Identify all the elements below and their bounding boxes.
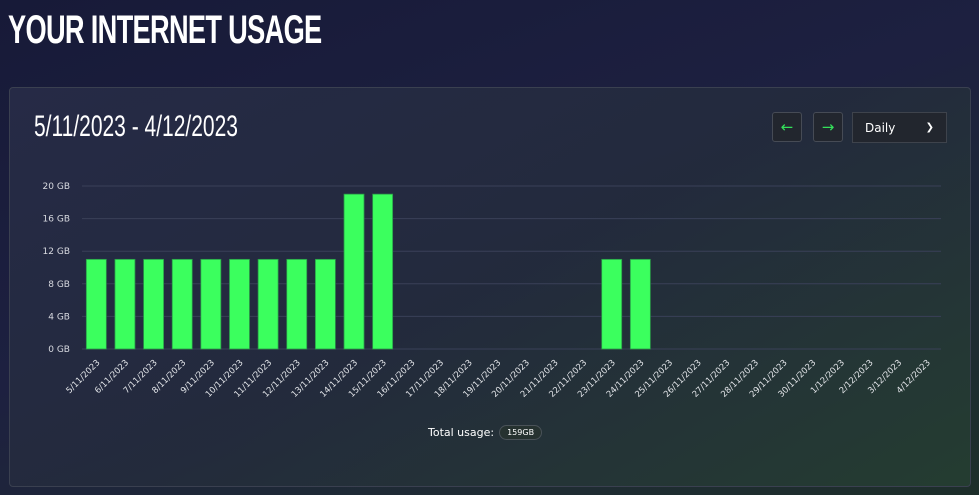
y-tick-label: 4 GB bbox=[48, 312, 70, 322]
bar bbox=[286, 258, 308, 350]
bar bbox=[171, 258, 193, 350]
usage-card: 5/11/2023 - 4/12/2023 ← → Daily ❯ 0 GB 4 G… bbox=[9, 87, 971, 487]
next-period-button[interactable]: → bbox=[813, 112, 843, 142]
bar bbox=[343, 193, 365, 350]
period-select[interactable]: Daily ❯ bbox=[852, 112, 947, 143]
bar bbox=[372, 193, 394, 350]
period-value: Daily bbox=[865, 120, 896, 135]
total-usage-label: Total usage: bbox=[428, 426, 495, 439]
bar bbox=[257, 258, 279, 350]
bar bbox=[114, 258, 136, 350]
chevron-down-icon: ❯ bbox=[925, 122, 934, 133]
bar bbox=[601, 258, 623, 350]
y-tick-label: 12 GB bbox=[43, 247, 70, 257]
arrow-right-icon: → bbox=[821, 118, 835, 136]
y-tick-label: 20 GB bbox=[43, 182, 70, 192]
bar bbox=[229, 258, 250, 350]
y-tick-label: 0 GB bbox=[48, 345, 70, 355]
bar bbox=[143, 258, 164, 350]
date-range: 5/11/2023 - 4/12/2023 bbox=[34, 110, 238, 143]
bar bbox=[85, 258, 107, 350]
bar bbox=[314, 258, 336, 350]
total-usage-value: 159GB bbox=[499, 425, 543, 440]
y-tick-label: 8 GB bbox=[48, 280, 70, 290]
page-title: YOUR INTERNET USAGE bbox=[8, 8, 322, 52]
bar bbox=[629, 258, 651, 350]
total-usage: Total usage: 159GB bbox=[428, 425, 543, 440]
bar bbox=[200, 258, 222, 350]
previous-period-button[interactable]: ← bbox=[772, 112, 802, 142]
arrow-left-icon: ← bbox=[780, 118, 794, 136]
y-tick-label: 16 GB bbox=[43, 215, 70, 225]
